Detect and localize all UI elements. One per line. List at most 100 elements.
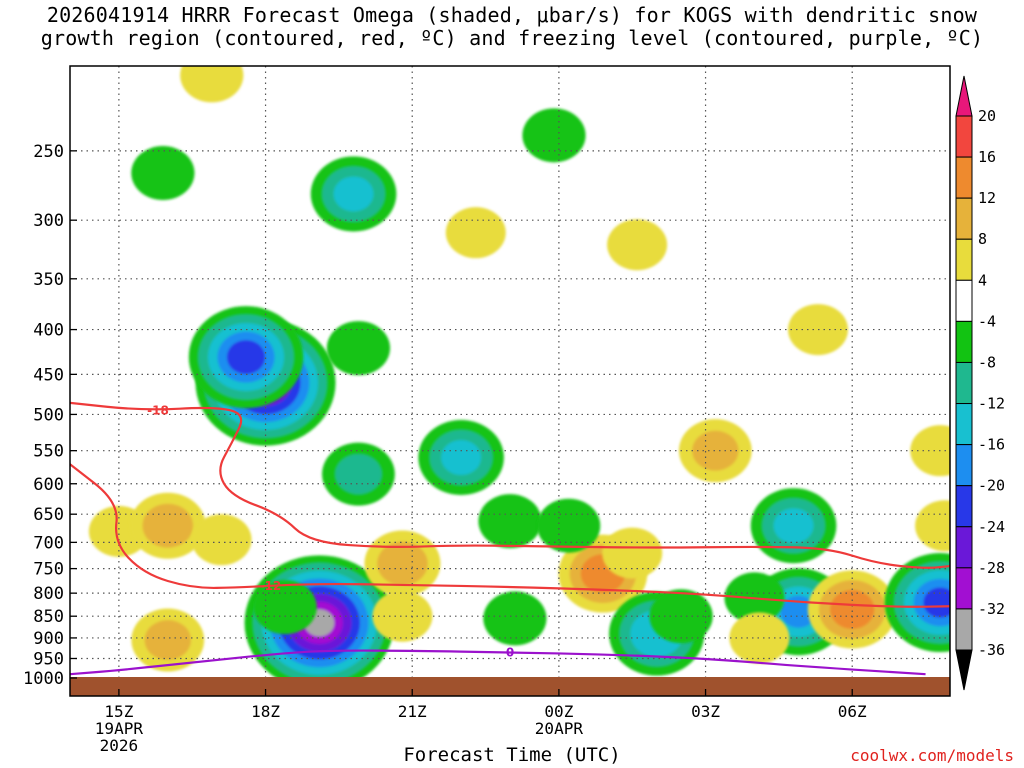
- omega-level-4: [180, 66, 244, 103]
- omega-level-4: [729, 612, 790, 664]
- ground-surface: [70, 677, 950, 696]
- ytick-label-850: 850: [33, 607, 64, 627]
- omega-feature-0: [131, 146, 195, 201]
- omega-feature-5: [326, 321, 391, 376]
- ytick-label-550: 550: [33, 442, 64, 462]
- omega-feature-25: [602, 527, 663, 579]
- credit-link[interactable]: coolwx.com/models: [850, 746, 1014, 765]
- omega-feature-16: [131, 608, 205, 672]
- title-line-2: growth region (contoured, red, ºC) and f…: [40, 26, 984, 50]
- omega-shading: [88, 66, 950, 691]
- colorbar-label-16: 16: [978, 148, 996, 166]
- ytick-label-500: 500: [33, 405, 64, 425]
- ytick-label-650: 650: [33, 505, 64, 525]
- colorbar-label-4: 4: [978, 271, 987, 289]
- omega-level-12: [830, 589, 875, 629]
- freezing-level-contour-label: 0: [506, 645, 514, 659]
- omega-level-4: [191, 514, 252, 566]
- omega-feature-6: [322, 442, 395, 506]
- omega-level-4: [478, 494, 542, 549]
- freezing-level-contour: [70, 649, 926, 676]
- colorbar-band--24: [955, 485, 973, 528]
- dgz-contour-0: [70, 401, 950, 569]
- colorbar-label--32: -32: [978, 600, 1005, 618]
- omega-feature-4: [310, 156, 397, 232]
- colorbar-band--8: [955, 320, 973, 363]
- dgz-contour-1: [70, 463, 950, 608]
- omega-level-4: [131, 146, 195, 201]
- omega-level-8: [692, 430, 739, 471]
- xtick-label-15-0: 15Z: [104, 702, 133, 721]
- omega-level-4: [445, 207, 506, 259]
- colorbar-band--16: [955, 403, 973, 446]
- colorbar-band-4: [955, 238, 973, 281]
- ytick-label-900: 900: [33, 629, 64, 649]
- ytick-label-450: 450: [33, 365, 64, 385]
- ytick-label-250: 250: [33, 142, 64, 162]
- colorbar-label--16: -16: [978, 436, 1005, 454]
- omega-level-4: [483, 591, 547, 646]
- colorbar-label--12: -12: [978, 395, 1005, 413]
- omega-level-4: [910, 425, 950, 477]
- ytick-label-700: 700: [33, 533, 64, 553]
- colorbar-label--20: -20: [978, 477, 1005, 495]
- omega-level-4: [602, 527, 663, 579]
- colorbar-band-8: [955, 197, 973, 240]
- omega-level-4: [537, 498, 601, 553]
- colorbar-band--32: [955, 567, 973, 610]
- xtick-label-15-2: 2026: [100, 736, 139, 755]
- omega-level-20: [923, 587, 950, 618]
- colorbar-label-20: 20: [978, 107, 996, 125]
- x-axis-label: Forecast Time (UTC): [403, 744, 621, 766]
- chart-title: 2026041914 HRRR Forecast Omega (shaded, …: [0, 4, 1024, 50]
- xtick-label-24-1: 20APR: [535, 719, 584, 738]
- ytick-label-300: 300: [33, 211, 64, 231]
- omega-level-4: [372, 590, 433, 642]
- omega-level-8: [142, 503, 194, 548]
- omega-level-16: [780, 595, 817, 628]
- xtick-label-24-0: 00Z: [544, 702, 573, 721]
- plot-frame: [69, 65, 951, 697]
- y-axis: 2503003504004505005506006507007508008509…: [23, 142, 77, 689]
- omega-feature-17: [191, 514, 252, 566]
- omega-feature-23: [478, 494, 542, 549]
- colorbar-band--36: [955, 608, 973, 651]
- xtick-label-30-0: 06Z: [838, 702, 867, 721]
- omega-feature-20: [364, 530, 441, 597]
- ytick-label-1000: 1000: [23, 669, 64, 689]
- omega-level-4: [607, 219, 668, 271]
- omega-level-12: [441, 440, 482, 476]
- colorbar-label-12: 12: [978, 189, 996, 207]
- colorbar-label--24: -24: [978, 518, 1005, 536]
- omega-feature-1: [180, 66, 244, 103]
- dgz-contour-0-label: -18: [147, 404, 169, 418]
- colorbar-bottom-arrow: [955, 649, 973, 691]
- colorbar-label--36: -36: [978, 641, 1005, 659]
- omega-feature-13: [910, 425, 950, 477]
- contour-lines: -18 -12 0: [70, 401, 950, 676]
- colorbar-label-8: 8: [978, 230, 987, 248]
- omega-feature-22: [483, 591, 547, 646]
- omega-level-12: [773, 508, 814, 544]
- colorbar-label--28: -28: [978, 559, 1005, 577]
- xtick-label-15-1: 19APR: [95, 719, 144, 738]
- xtick-label-18-0: 18Z: [251, 702, 280, 721]
- colorbar-band--12: [955, 361, 973, 405]
- omega-feature-35: [537, 498, 601, 553]
- omega-feature-10: [607, 219, 668, 271]
- colorbar-band-16: [955, 115, 973, 158]
- omega-level-12: [333, 176, 374, 212]
- omega-feature-7: [418, 420, 504, 496]
- colorbar-band--4: [955, 279, 973, 322]
- omega-feature-3: [188, 306, 304, 409]
- colorbar-top-arrow: [955, 75, 973, 117]
- colorbar-label--8: -8: [978, 353, 996, 371]
- ytick-label-600: 600: [33, 475, 64, 495]
- omega-feature-11: [678, 419, 752, 483]
- omega-feature-8: [445, 207, 506, 259]
- omega-level-8: [144, 620, 191, 661]
- colorbar-label--4: -4: [978, 312, 996, 330]
- omega-level-20: [226, 340, 266, 375]
